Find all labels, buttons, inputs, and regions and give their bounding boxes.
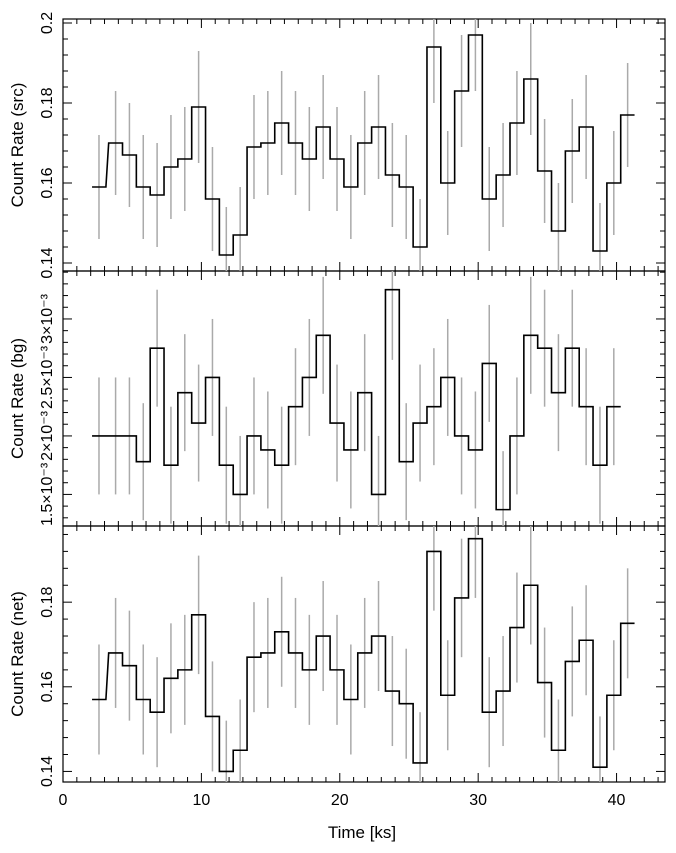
- y-tick-label: 0.14: [39, 247, 56, 278]
- y-tick-label: 0.18: [39, 586, 56, 617]
- y-tick-label: 1.5×10⁻³: [39, 462, 56, 526]
- error-bars-1: [98, 19, 629, 271]
- y-tick-label: 0.16: [39, 167, 56, 198]
- light-curves: [92, 19, 635, 782]
- y-tick-label: 0.18: [39, 87, 56, 118]
- y-axis-label: Count Rate (bg): [8, 338, 27, 459]
- y-tick-label: 3×10⁻³: [39, 293, 56, 343]
- error-bars-2: [98, 271, 615, 526]
- y-axis-label: Count Rate (src): [8, 83, 27, 208]
- y-tick-label: 2×10⁻³: [39, 410, 56, 460]
- y-axis-label: Count Rate (net): [8, 591, 27, 717]
- light-curve-step-3: [92, 537, 635, 773]
- light-curve-step-2: [92, 288, 621, 511]
- x-tick-label: 40: [608, 792, 626, 809]
- light-curve-step-1: [92, 34, 635, 256]
- x-tick-label: 10: [192, 792, 210, 809]
- error-bars-3: [98, 526, 629, 782]
- panel-3: 0.14 0.16 0.18: [39, 525, 666, 787]
- y-tick-label: 0.2: [39, 12, 56, 34]
- y-tick-label: 0.16: [39, 671, 56, 702]
- panel-1: 0.14 0.16 0.18 0.2: [39, 12, 666, 279]
- x-tick-label: 30: [469, 792, 487, 809]
- axis-labels: Time [ks] Count Rate (src) Count Rate (bg…: [8, 83, 626, 842]
- panel-2: 1.5×10⁻³ 2×10⁻³2.5×10⁻³ 3×10⁻³: [39, 270, 666, 527]
- panel-frame: [62, 525, 666, 783]
- y-tick-label: 0.14: [39, 756, 56, 787]
- x-tick-label: 20: [331, 792, 349, 809]
- x-axis-label: Time [ks]: [328, 823, 396, 842]
- panel-frames: 0.14 0.16 0.18 0.2 1.5×10⁻³ 2×10⁻³2.5×10⁻³ 3×1…: [39, 12, 666, 787]
- y-tick-label: 2.5×10⁻³: [39, 345, 56, 409]
- x-tick-label: 0: [59, 792, 68, 809]
